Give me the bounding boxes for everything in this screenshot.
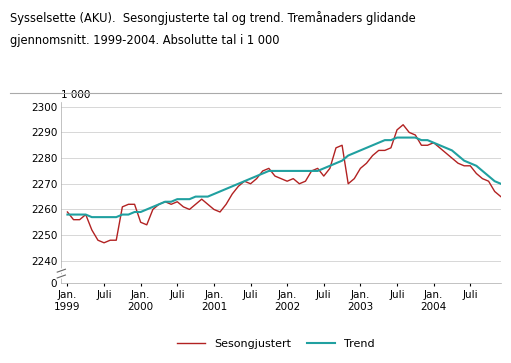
Trend — [394, 135, 400, 140]
Line: Trend: Trend — [67, 138, 501, 217]
Sesongjustert — [315, 166, 321, 171]
Sesongjustert — [345, 182, 351, 186]
Text: Sysselsette (AKU).  Sesongjusterte tal og trend. Tremånaders glidande: Sysselsette (AKU). Sesongjusterte tal og… — [10, 11, 416, 25]
Trend — [64, 212, 71, 217]
Line: Sesongjustert: Sesongjustert — [67, 125, 501, 243]
Sesongjustert — [64, 210, 71, 214]
Sesongjustert — [217, 210, 223, 214]
Sesongjustert — [363, 161, 369, 166]
Trend — [315, 169, 321, 173]
Trend — [498, 182, 504, 186]
Sesongjustert — [498, 195, 504, 199]
Sesongjustert — [131, 202, 137, 207]
Text: 1 000: 1 000 — [61, 90, 90, 100]
Trend — [345, 153, 351, 158]
Text: gjennomsnitt. 1999-2004. Absolutte tal i 1 000: gjennomsnitt. 1999-2004. Absolutte tal i… — [10, 34, 280, 48]
Trend — [131, 210, 137, 214]
Trend — [217, 189, 223, 193]
Sesongjustert — [101, 241, 107, 245]
Trend — [473, 164, 479, 168]
Legend: Sesongjustert, Trend: Sesongjustert, Trend — [173, 335, 379, 354]
Sesongjustert — [473, 171, 479, 176]
Trend — [363, 146, 369, 150]
Trend — [89, 215, 95, 219]
Sesongjustert — [400, 123, 406, 127]
